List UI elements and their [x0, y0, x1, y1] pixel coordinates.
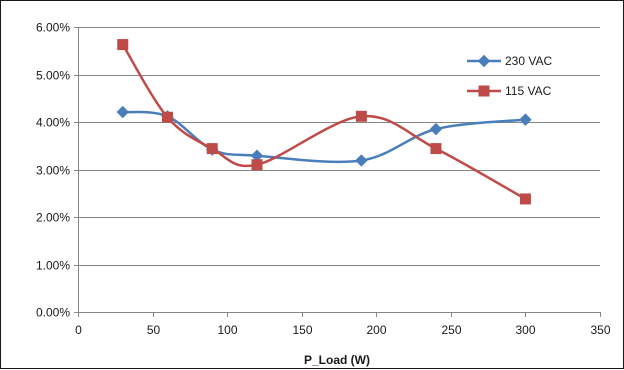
data-point [355, 110, 367, 122]
series-line [121, 43, 527, 201]
legend-entry: 230 VAC [467, 54, 552, 68]
y-tick-label: 4.00% [36, 116, 70, 130]
legend-entry: 115 VAC [467, 84, 552, 98]
legend-label: 230 VAC [505, 54, 552, 68]
series-230-vac [116, 105, 532, 167]
x-tick-label: 100 [217, 323, 237, 337]
y-tick-label: 6.00% [36, 21, 70, 35]
data-point [519, 113, 532, 126]
data-point [161, 111, 173, 123]
y-tick-label: 1.00% [36, 259, 70, 273]
y-tick-label: 5.00% [36, 69, 70, 83]
series-group [116, 39, 532, 205]
legend: 230 VAC 115 VAC [467, 54, 552, 98]
series-line [121, 110, 527, 164]
axes: 0.00% 1.00% 2.00% 3.00% 4.00% 5.00% 6.00% 0 50 10… [36, 21, 611, 338]
legend-marker [478, 85, 490, 97]
data-point [116, 105, 129, 119]
x-tick-label: 350 [590, 323, 610, 337]
x-tick-label: 300 [515, 323, 535, 337]
y-tick-label: 2.00% [36, 211, 70, 225]
data-point [519, 193, 531, 205]
data-point [251, 159, 263, 171]
y-tick-label: 0.00% [36, 306, 70, 320]
x-axis-title: P_Load (W) [304, 353, 370, 367]
y-tick-label: 3.00% [36, 164, 70, 178]
legend-marker [477, 54, 491, 68]
x-tick-label: 200 [366, 323, 386, 337]
data-point [429, 122, 443, 136]
x-tick-label: 150 [292, 323, 312, 337]
x-tick-label: 50 [147, 323, 161, 337]
data-point [355, 154, 368, 167]
series-115-vac [117, 39, 531, 205]
x-tick-label: 0 [75, 323, 82, 337]
x-tick-label: 250 [441, 323, 461, 337]
data-point [430, 143, 442, 155]
legend-label: 115 VAC [505, 84, 552, 98]
data-point [117, 39, 129, 51]
data-point [206, 143, 218, 155]
